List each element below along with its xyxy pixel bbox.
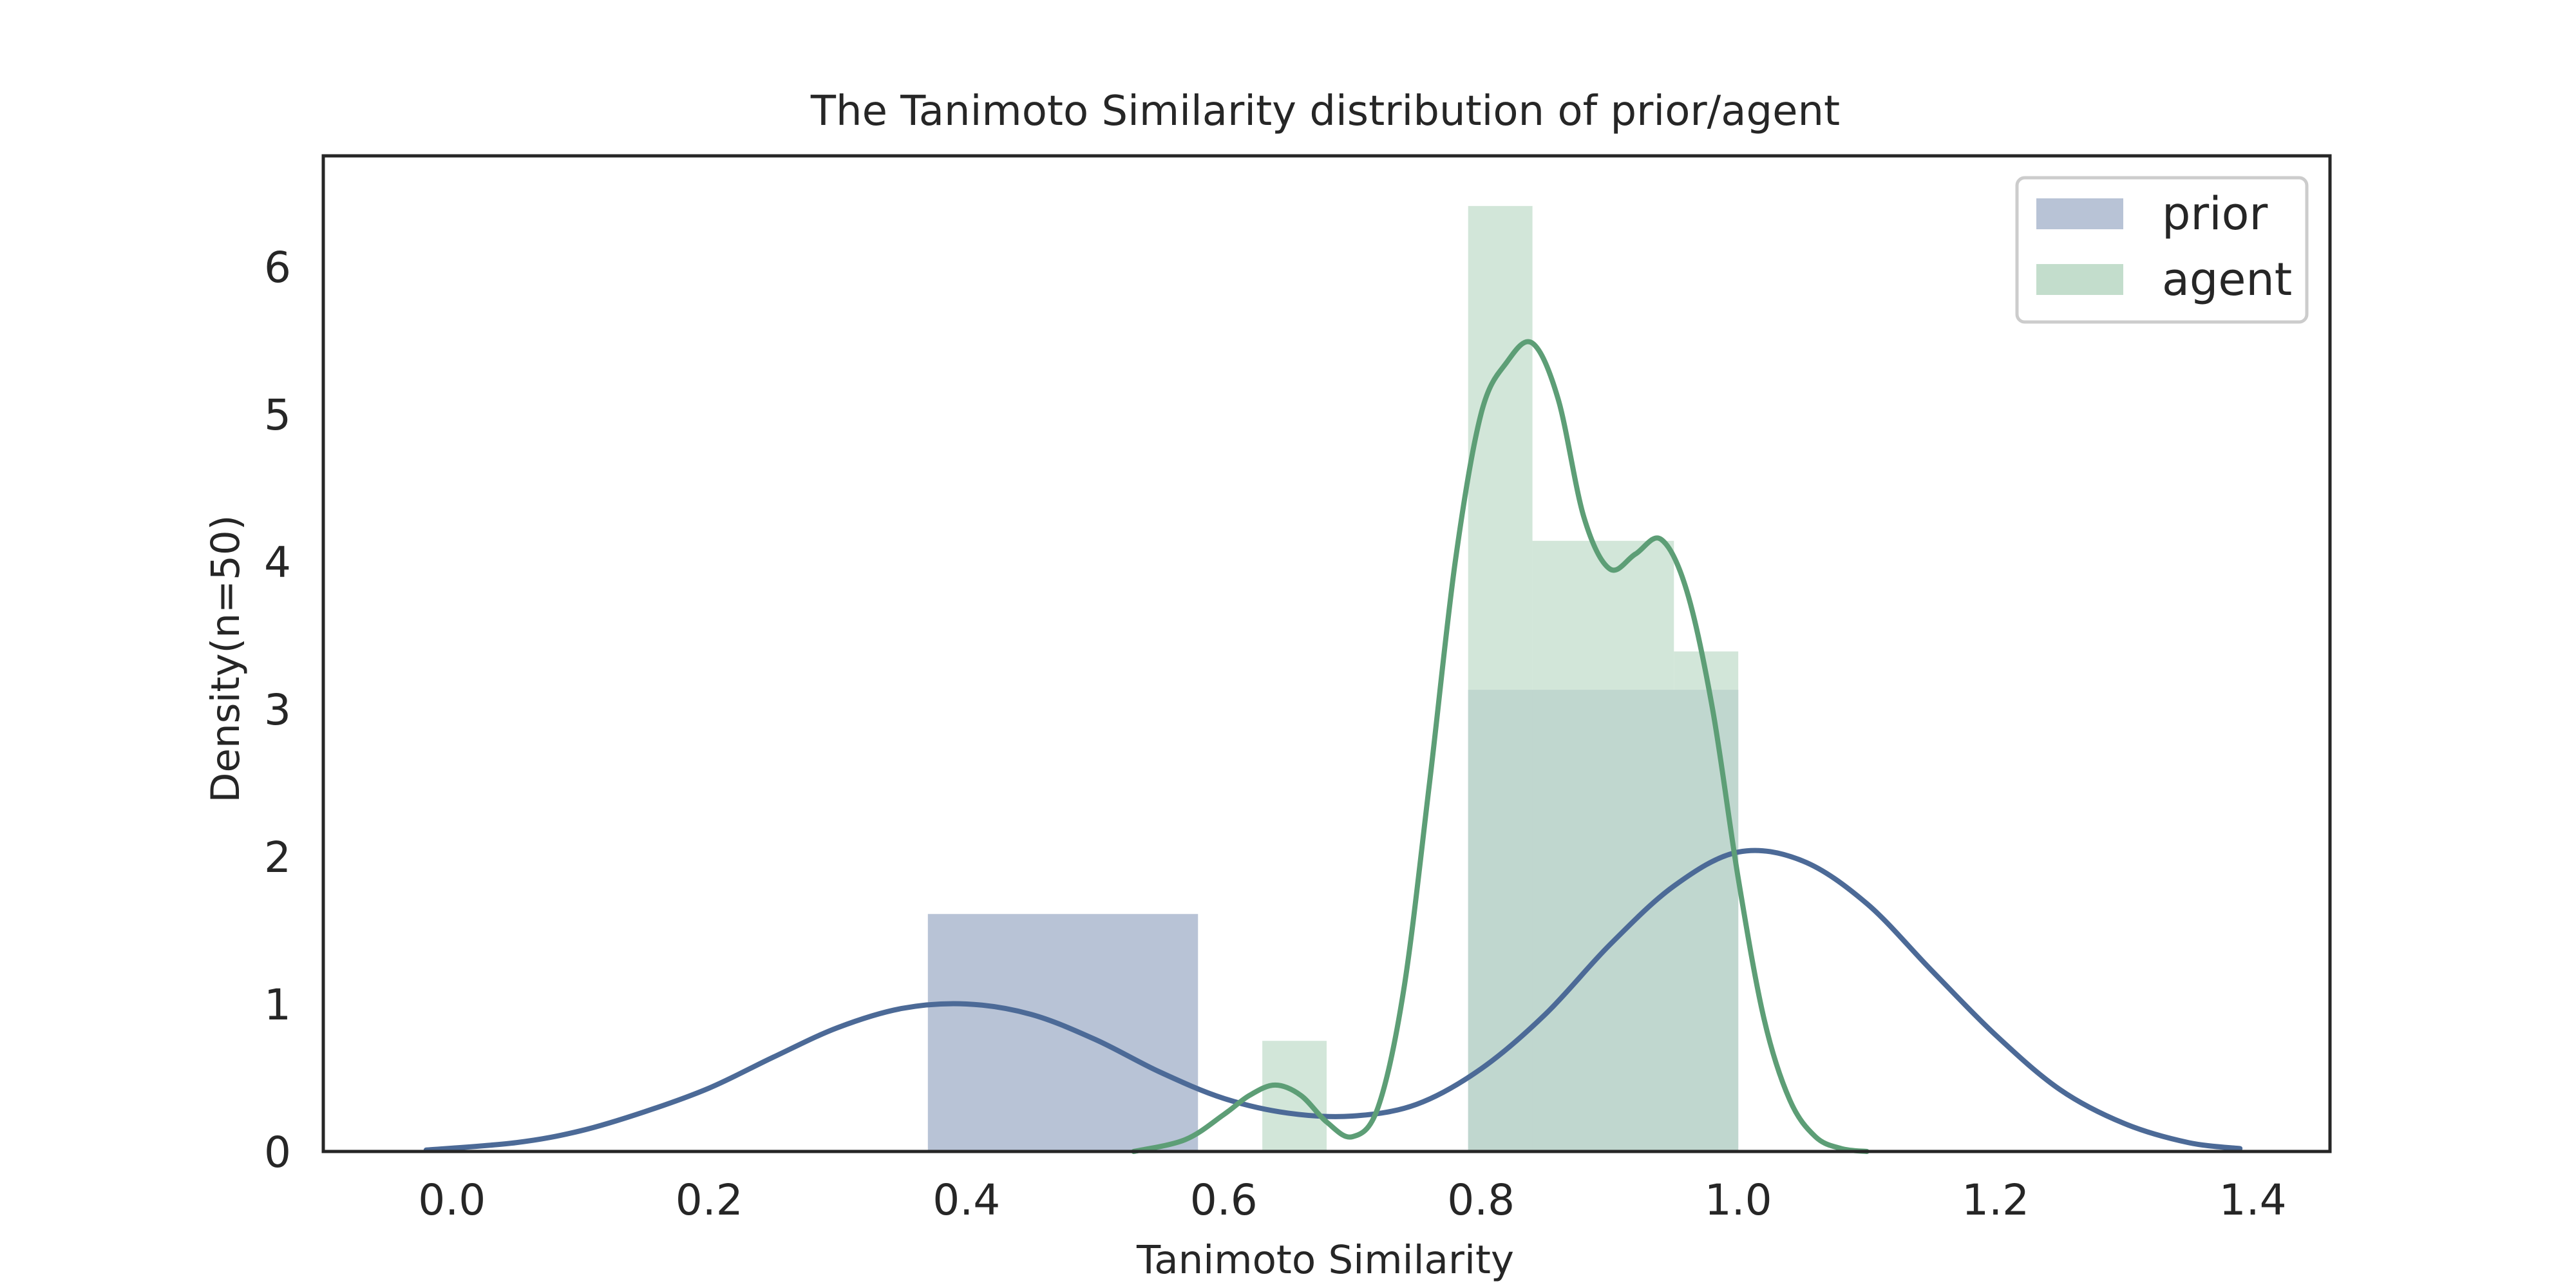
x-tick-label: 0.8: [1447, 1175, 1515, 1225]
x-axis-ticks: 0.0 0.2 0.4 0.6 0.8 1.0 1.2 1.4: [418, 1175, 2286, 1225]
legend-swatch-agent: [2036, 264, 2123, 295]
histogram-bar-prior-0: [927, 914, 1198, 1151]
x-tick-label: 0.2: [676, 1175, 743, 1225]
histogram-bar-agent-0: [1262, 1041, 1327, 1151]
y-tick-label: 0: [264, 1128, 291, 1177]
histogram-bar-agent-3: [1674, 651, 1739, 1151]
x-tick-label: 0.0: [418, 1175, 486, 1225]
x-tick-label: 1.4: [2219, 1175, 2287, 1225]
y-axis-ticks: 0 1 2 3 4 5 6: [264, 243, 291, 1177]
legend-label-prior: prior: [2162, 187, 2268, 240]
plot-area-frame: [321, 154, 2332, 1153]
x-tick-label: 0.6: [1190, 1175, 1258, 1225]
chart-title: The Tanimoto Similarity distribution of …: [810, 88, 1840, 135]
y-tick-label: 3: [264, 685, 291, 735]
y-tick-label: 4: [264, 538, 291, 587]
x-tick-label: 1.0: [1705, 1175, 1772, 1225]
histogram-bar-agent-1: [1468, 205, 1533, 1152]
kde-curve-agent: [1131, 339, 1870, 1154]
y-tick-label: 2: [264, 833, 291, 882]
x-tick-label: 0.4: [933, 1175, 1000, 1225]
x-axis-label: Tanimoto Similarity: [1136, 1237, 1514, 1283]
histogram-bars: [927, 205, 1739, 1152]
legend: prior agent: [2015, 176, 2309, 324]
kde-curve-prior: [423, 848, 2243, 1153]
x-tick-label: 1.2: [1962, 1175, 2029, 1225]
y-tick-label: 1: [264, 980, 291, 1030]
y-axis-label: Density(n=50): [203, 515, 249, 803]
y-tick-label: 5: [264, 390, 291, 440]
legend-swatch-prior: [2036, 198, 2123, 229]
y-tick-label: 6: [264, 243, 291, 292]
legend-label-agent: agent: [2162, 253, 2292, 306]
kde-curves: [423, 339, 2243, 1154]
histogram-bar-agent-2: [1532, 540, 1674, 1151]
